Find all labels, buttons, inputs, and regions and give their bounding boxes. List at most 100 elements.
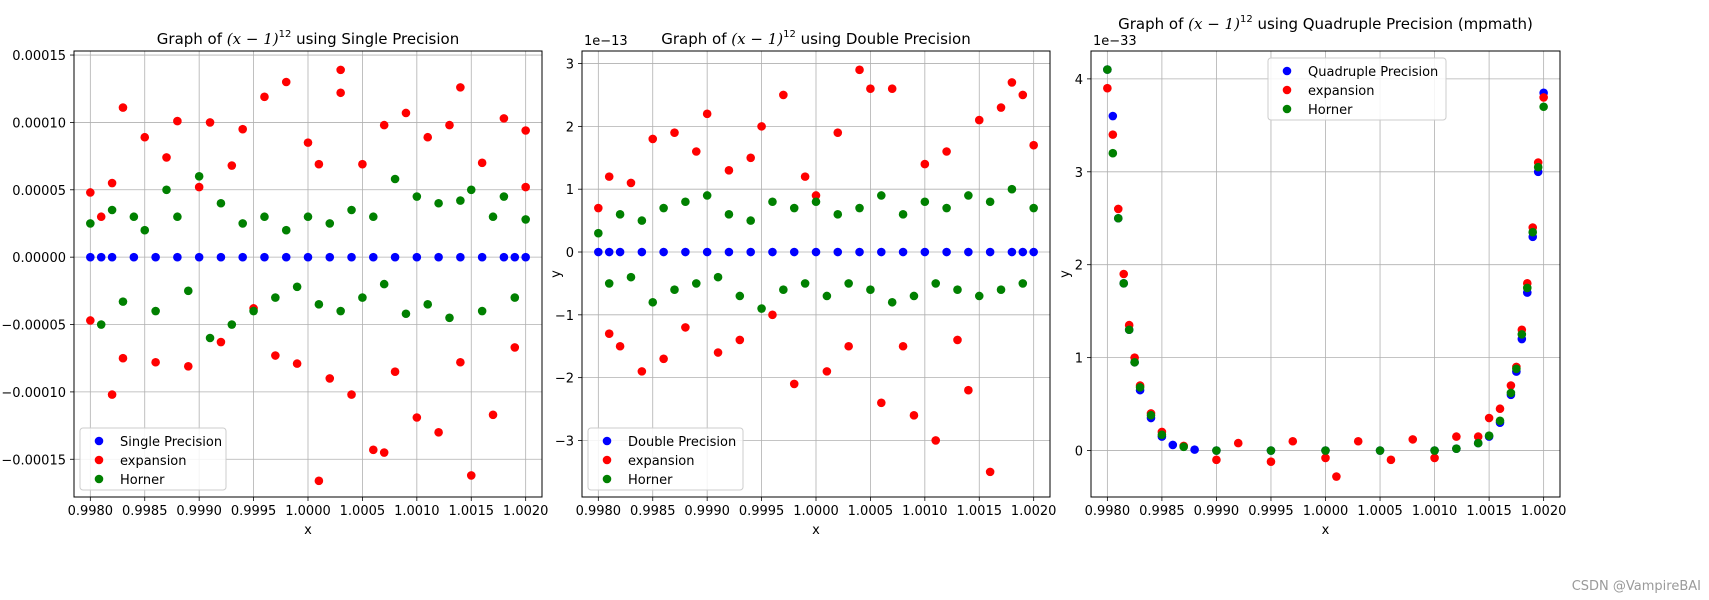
data-point: [488, 410, 498, 420]
x-axis-label: x: [812, 523, 820, 538]
data-point: [292, 282, 302, 292]
data-point: [281, 77, 291, 87]
data-point: [521, 126, 530, 135]
data-point: [681, 247, 690, 257]
data-point: [510, 293, 520, 302]
data-point: [86, 219, 95, 228]
data-point: [724, 210, 734, 219]
data-point: [118, 353, 128, 363]
data-point: [855, 203, 864, 213]
data-point: [183, 286, 193, 296]
data-point: [735, 291, 745, 301]
data-point: [260, 252, 269, 262]
y-tick-label: 3: [1075, 166, 1083, 181]
title-suffix: using Quadruple Precision (mpmath): [1253, 15, 1533, 33]
data-point: [129, 212, 139, 222]
data-point: [140, 132, 150, 142]
legend: Single Precision expansion Horner: [79, 427, 227, 491]
data-point: [86, 316, 95, 325]
data-point: [1007, 78, 1017, 87]
title-math: (x − 1): [731, 30, 783, 48]
data-point: [1533, 162, 1543, 172]
data-point: [1288, 436, 1298, 446]
data-point: [379, 448, 389, 457]
data-point: [1266, 446, 1276, 455]
data-point: [369, 252, 378, 262]
data-point: [768, 247, 777, 257]
data-point: [1539, 102, 1548, 112]
data-point: [292, 359, 302, 368]
legend-marker: [1282, 66, 1292, 76]
data-point: [898, 247, 908, 257]
x-tick-label: 0.9980: [68, 504, 114, 519]
x-tick-label: 0.9990: [684, 504, 730, 519]
data-point: [249, 306, 258, 316]
data-point: [833, 247, 843, 257]
x-tick-label: 1.0010: [902, 504, 948, 519]
data-point: [1512, 364, 1521, 374]
data-point: [1119, 278, 1129, 288]
data-point: [456, 357, 465, 367]
legend-marker: [1282, 85, 1292, 95]
title-suffix: using Double Precision: [796, 30, 971, 48]
data-point: [659, 247, 668, 257]
y-tick-label: 0.00015: [12, 49, 66, 64]
data-point: [1452, 444, 1461, 453]
data-point: [140, 225, 150, 235]
data-point: [521, 252, 530, 262]
data-point: [445, 120, 454, 130]
data-point: [1124, 325, 1134, 335]
data-point: [659, 354, 668, 364]
data-point: [637, 367, 647, 376]
legend-box: [587, 427, 744, 491]
data-point: [325, 252, 335, 262]
data-point: [1430, 453, 1439, 463]
data-point: [1408, 435, 1418, 444]
data-point: [347, 252, 356, 262]
data-point: [434, 198, 443, 208]
data-point: [445, 313, 454, 323]
data-point: [996, 103, 1006, 112]
title-exponent: 12: [783, 29, 796, 40]
data-point: [964, 385, 973, 395]
data-point: [412, 413, 422, 422]
data-point: [227, 320, 237, 329]
data-point: [173, 116, 182, 126]
y-tick-label: 0.00010: [12, 116, 66, 131]
data-point: [303, 138, 313, 147]
data-point: [942, 203, 951, 213]
chart-title: Graph of (x − 1)12 using Quadruple Preci…: [1118, 14, 1533, 33]
data-point: [746, 247, 755, 257]
legend-box: [1267, 57, 1447, 121]
data-point: [789, 379, 799, 389]
data-point: [1113, 204, 1123, 214]
data-point: [931, 436, 941, 445]
data-point: [434, 428, 443, 437]
data-point: [1266, 457, 1276, 466]
x-axis-label: x: [304, 523, 312, 538]
series-expansion: [86, 65, 530, 486]
data-point: [412, 192, 422, 201]
data-point: [151, 306, 160, 316]
data-point: [510, 343, 520, 352]
data-point: [314, 159, 324, 169]
data-point: [811, 197, 821, 207]
title-exponent: 12: [1240, 14, 1253, 25]
data-point: [477, 306, 487, 316]
watermark: CSDN @VampireBAI: [1571, 579, 1701, 594]
data-point: [1018, 247, 1028, 257]
data-point: [615, 247, 625, 257]
x-tick-label: 1.0015: [1466, 504, 1512, 519]
title-math: (x − 1): [227, 30, 279, 48]
data-point: [499, 192, 509, 201]
data-point: [942, 247, 951, 257]
x-tick-label: 1.0010: [394, 504, 440, 519]
data-point: [800, 172, 810, 181]
legend-label: Single Precision: [120, 435, 222, 450]
data-point: [238, 252, 247, 262]
legend-marker: [1282, 104, 1292, 114]
series-horner: [1103, 65, 1548, 455]
data-point: [1332, 472, 1341, 481]
data-point: [434, 252, 443, 262]
